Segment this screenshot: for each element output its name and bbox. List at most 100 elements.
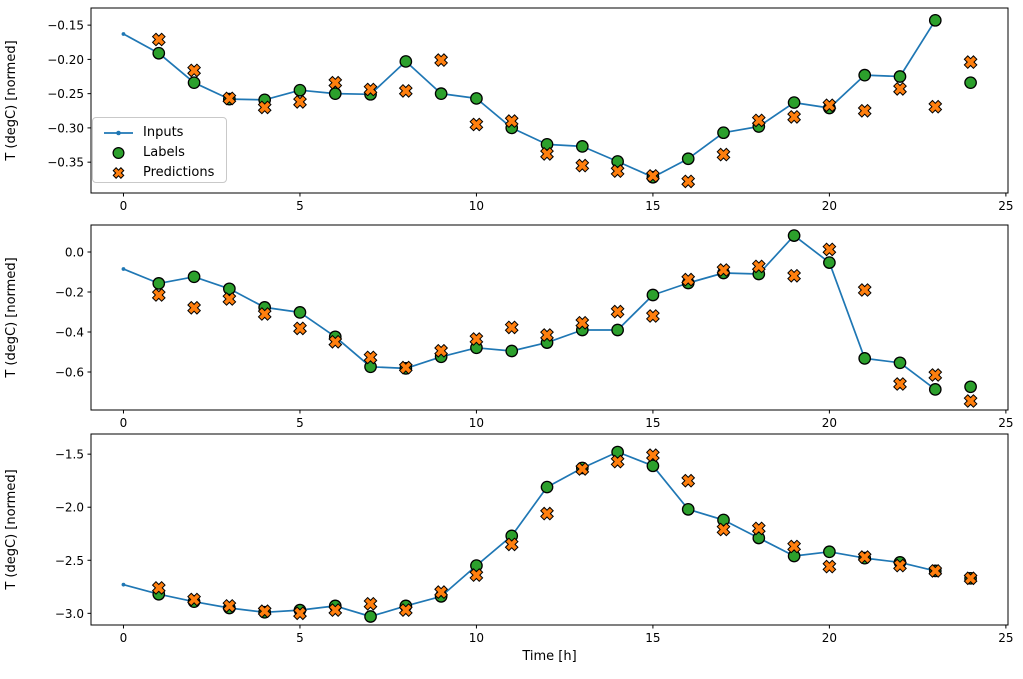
legend-item-predictions: Predictions <box>102 163 214 183</box>
predictions-marker <box>575 315 590 330</box>
predictions-marker <box>893 377 907 391</box>
predictions-marker <box>469 332 484 346</box>
predictions-marker <box>504 537 519 552</box>
predictions-marker <box>504 114 519 129</box>
labels-marker <box>399 55 413 68</box>
x-tick-label: 25 <box>998 199 1013 213</box>
labels-marker <box>823 256 836 269</box>
labels-marker <box>858 352 872 365</box>
legend: Inputs Labels Predictions <box>92 117 228 183</box>
predictions-marker <box>610 454 625 469</box>
x-tick-label: 10 <box>469 199 484 213</box>
predictions-marker <box>540 146 554 161</box>
predictions-marker <box>716 147 731 162</box>
labels-marker <box>187 270 201 284</box>
labels-marker <box>823 545 836 559</box>
predictions-marker <box>434 585 449 600</box>
predictions-marker <box>398 360 413 375</box>
x-tick-label: 25 <box>998 631 1013 645</box>
predictions-marker <box>893 81 907 96</box>
inputs-line <box>123 234 936 391</box>
x-tick-label: 5 <box>296 631 304 645</box>
y-tick-label: −0.6 <box>55 366 84 380</box>
predictions-marker <box>222 292 237 306</box>
y-tick-label: −0.15 <box>47 19 84 33</box>
labels-marker <box>328 87 342 100</box>
predictions-marker <box>822 98 837 113</box>
predictions-marker <box>540 328 554 342</box>
x-tick-label: 10 <box>469 631 484 645</box>
labels-marker <box>470 92 483 105</box>
labels-marker <box>681 152 695 166</box>
labels-marker <box>964 380 977 394</box>
predictions-marker <box>434 343 449 358</box>
y-axis-label: T (degC) [normed] <box>4 257 19 378</box>
predictions-marker <box>540 506 554 521</box>
x-tick-label: 0 <box>120 199 128 213</box>
labels-marker <box>646 459 660 473</box>
y-tick-label: −0.2 <box>55 286 84 300</box>
predictions-marker <box>787 539 802 554</box>
predictions-marker <box>257 100 272 115</box>
x-tick-label: 25 <box>998 416 1013 430</box>
predictions-marker <box>575 158 590 173</box>
x-tick-label: 0 <box>120 416 128 430</box>
labels-marker <box>858 68 872 82</box>
x-tick-label: 5 <box>296 199 304 213</box>
predictions-marker <box>645 448 660 463</box>
predictions-marker <box>751 521 766 536</box>
predictions-marker <box>681 272 696 287</box>
labels-marker <box>893 70 907 83</box>
labels-marker <box>187 76 201 90</box>
predictions-marker <box>293 606 307 621</box>
x-tick-label: 10 <box>469 416 484 430</box>
legend-label-predictions: Predictions <box>143 165 215 180</box>
predictions-marker <box>257 604 272 619</box>
x-tick-label: 0 <box>120 631 128 645</box>
legend-label-labels: Labels <box>143 145 185 160</box>
inputs-line <box>123 451 936 618</box>
predictions-marker <box>398 83 413 98</box>
predictions-marker <box>398 603 413 618</box>
x-tick-label: 20 <box>822 416 837 430</box>
predictions-marker <box>857 550 872 565</box>
legend-label-inputs: Inputs <box>143 125 184 140</box>
y-tick-label: −0.35 <box>47 156 84 170</box>
predictions-marker <box>645 309 660 323</box>
axes-spines <box>90 433 1009 626</box>
labels-marker <box>787 229 801 242</box>
inputs-point <box>121 32 126 36</box>
labels-marker <box>717 126 730 140</box>
y-tick-label: −0.30 <box>47 121 84 135</box>
predictions-marker <box>822 559 837 574</box>
y-tick-label: −3.0 <box>55 607 84 621</box>
labels-marker <box>611 323 624 337</box>
predictions-marker <box>857 283 872 297</box>
predictions-marker <box>504 320 519 335</box>
labels-marker <box>575 140 589 153</box>
panel-1: 0 5 10 15 20 25 −0.15 −0.20 −0.25 −0.30 −0.35 T (de… <box>4 7 1014 213</box>
predictions-marker <box>716 522 731 537</box>
predictions-marker <box>187 63 202 78</box>
labels-marker <box>964 76 977 90</box>
predictions-marker <box>645 168 660 183</box>
x-tick-label: 15 <box>645 199 660 213</box>
labels-circle-icon <box>112 146 125 160</box>
labels-marker <box>928 13 942 27</box>
labels-marker <box>505 344 519 358</box>
x-tick-label: 20 <box>822 631 837 645</box>
predictions-marker <box>222 91 237 106</box>
predictions-marker <box>963 394 978 408</box>
predictions-x-icon <box>112 167 125 179</box>
y-tick-label: −0.4 <box>55 326 84 340</box>
predictions-marker <box>151 32 166 47</box>
labels-marker <box>152 46 166 60</box>
y-tick-label: −0.25 <box>47 87 84 101</box>
predictions-marker <box>257 307 272 321</box>
predictions-marker <box>151 580 166 595</box>
x-tick-label: 15 <box>645 416 660 430</box>
predictions-marker <box>963 55 978 70</box>
predictions-marker <box>822 242 837 257</box>
labels-marker <box>152 277 166 290</box>
panel-2: 0 5 10 15 20 25 0.0 −0.2 −0.4 −0.6 T (degC) [norme… <box>4 224 1014 430</box>
